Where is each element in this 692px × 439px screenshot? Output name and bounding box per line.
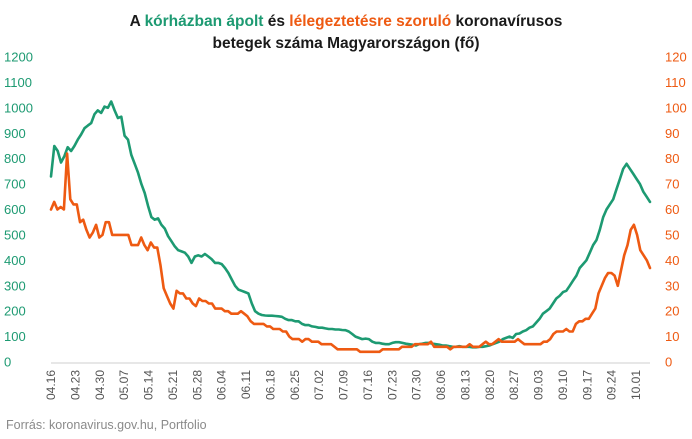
x-tick-label: 04.23 — [68, 370, 82, 400]
y-left-tick-label: 1200 — [4, 50, 33, 65]
x-tick-label: 07.09 — [337, 370, 351, 400]
x-tick-label: 05.07 — [117, 370, 131, 400]
x-tick-label: 10.01 — [629, 370, 643, 400]
x-tick-label: 08.13 — [458, 370, 472, 400]
x-tick-label: 09.24 — [605, 370, 619, 400]
x-tick-label: 05.14 — [142, 370, 156, 400]
y-right-tick-label: 0 — [665, 355, 672, 370]
y-left-tick-label: 500 — [4, 227, 26, 242]
y-left-tick-label: 0 — [4, 355, 11, 370]
chart-title-line2: betegek száma Magyarországon (fő) — [212, 35, 479, 52]
y-left-tick-label: 600 — [4, 202, 26, 217]
series-line-ventilated — [49, 152, 652, 354]
y-left-tick-label: 900 — [4, 126, 26, 141]
x-tick-label: 08.06 — [434, 370, 448, 400]
y-right-tick-label: 100 — [665, 100, 687, 115]
x-tick-label: 08.27 — [507, 370, 521, 400]
y-axis-right-ticks: 0 10 20 30 40 50 60 70 80 90 100 110 120 — [665, 50, 687, 370]
x-tick-label: 06.18 — [263, 370, 277, 400]
chart-title-segment: koronavírusos — [451, 13, 562, 30]
source-note: Forrás: koronavirus.gov.hu, Portfolio — [6, 418, 207, 432]
y-right-tick-label: 110 — [665, 75, 686, 90]
chart-title-segment: lélegeztetésre szoruló — [289, 13, 451, 30]
chart-title-segment: A — [130, 13, 145, 30]
chart-title-line1: A kórházban ápolt és lélegeztetésre szor… — [130, 13, 563, 30]
x-tick-label: 09.03 — [532, 370, 546, 400]
x-tick-label: 04.16 — [44, 370, 58, 400]
y-right-tick-label: 60 — [665, 202, 679, 217]
y-left-tick-label: 800 — [4, 151, 26, 166]
x-tick-label: 06.04 — [215, 370, 229, 400]
y-right-tick-label: 120 — [665, 50, 687, 65]
x-tick-label: 07.23 — [385, 370, 399, 400]
x-tick-label: 07.02 — [312, 370, 326, 400]
x-tick-label: 09.10 — [556, 370, 570, 400]
y-right-tick-label: 10 — [665, 329, 679, 344]
y-axis-left-ticks: 0 100 200 300 400 500 600 700 800 900 1000 1100 1200 — [4, 50, 33, 370]
y-right-tick-label: 20 — [665, 304, 679, 319]
y-right-tick-label: 50 — [665, 227, 679, 242]
y-left-tick-label: 200 — [4, 304, 26, 319]
chart-title-segment: kórházban ápolt — [145, 13, 264, 30]
x-tick-label: 09.17 — [580, 370, 594, 400]
x-tick-label: 06.11 — [239, 370, 253, 399]
x-tick-label: 05.28 — [190, 370, 204, 400]
y-right-tick-label: 40 — [665, 253, 679, 268]
y-left-tick-label: 300 — [4, 278, 26, 293]
y-right-tick-label: 30 — [665, 278, 679, 293]
y-right-tick-label: 90 — [665, 126, 679, 141]
x-tick-label: 08.20 — [483, 370, 497, 400]
y-left-tick-label: 1000 — [4, 100, 33, 115]
x-tick-label: 04.30 — [93, 370, 107, 400]
y-left-tick-label: 400 — [4, 253, 26, 268]
y-right-tick-label: 70 — [665, 177, 679, 192]
y-left-tick-label: 1100 — [4, 75, 32, 90]
x-tick-label: 07.16 — [361, 370, 375, 400]
series-layer — [49, 100, 652, 354]
y-left-tick-label: 100 — [4, 329, 26, 344]
x-tick-label: 05.21 — [166, 370, 180, 400]
series-line-hospitalized — [49, 100, 652, 349]
x-tick-label: 06.25 — [288, 370, 302, 400]
y-left-tick-label: 700 — [4, 177, 26, 192]
x-tick-label: 07.30 — [410, 370, 424, 400]
x-axis-ticks: 04.16 04.23 04.30 05.07 05.14 05.21 05.28 06.04… — [44, 370, 643, 400]
chart-title-segment: és — [263, 13, 289, 30]
y-right-tick-label: 80 — [665, 151, 679, 166]
